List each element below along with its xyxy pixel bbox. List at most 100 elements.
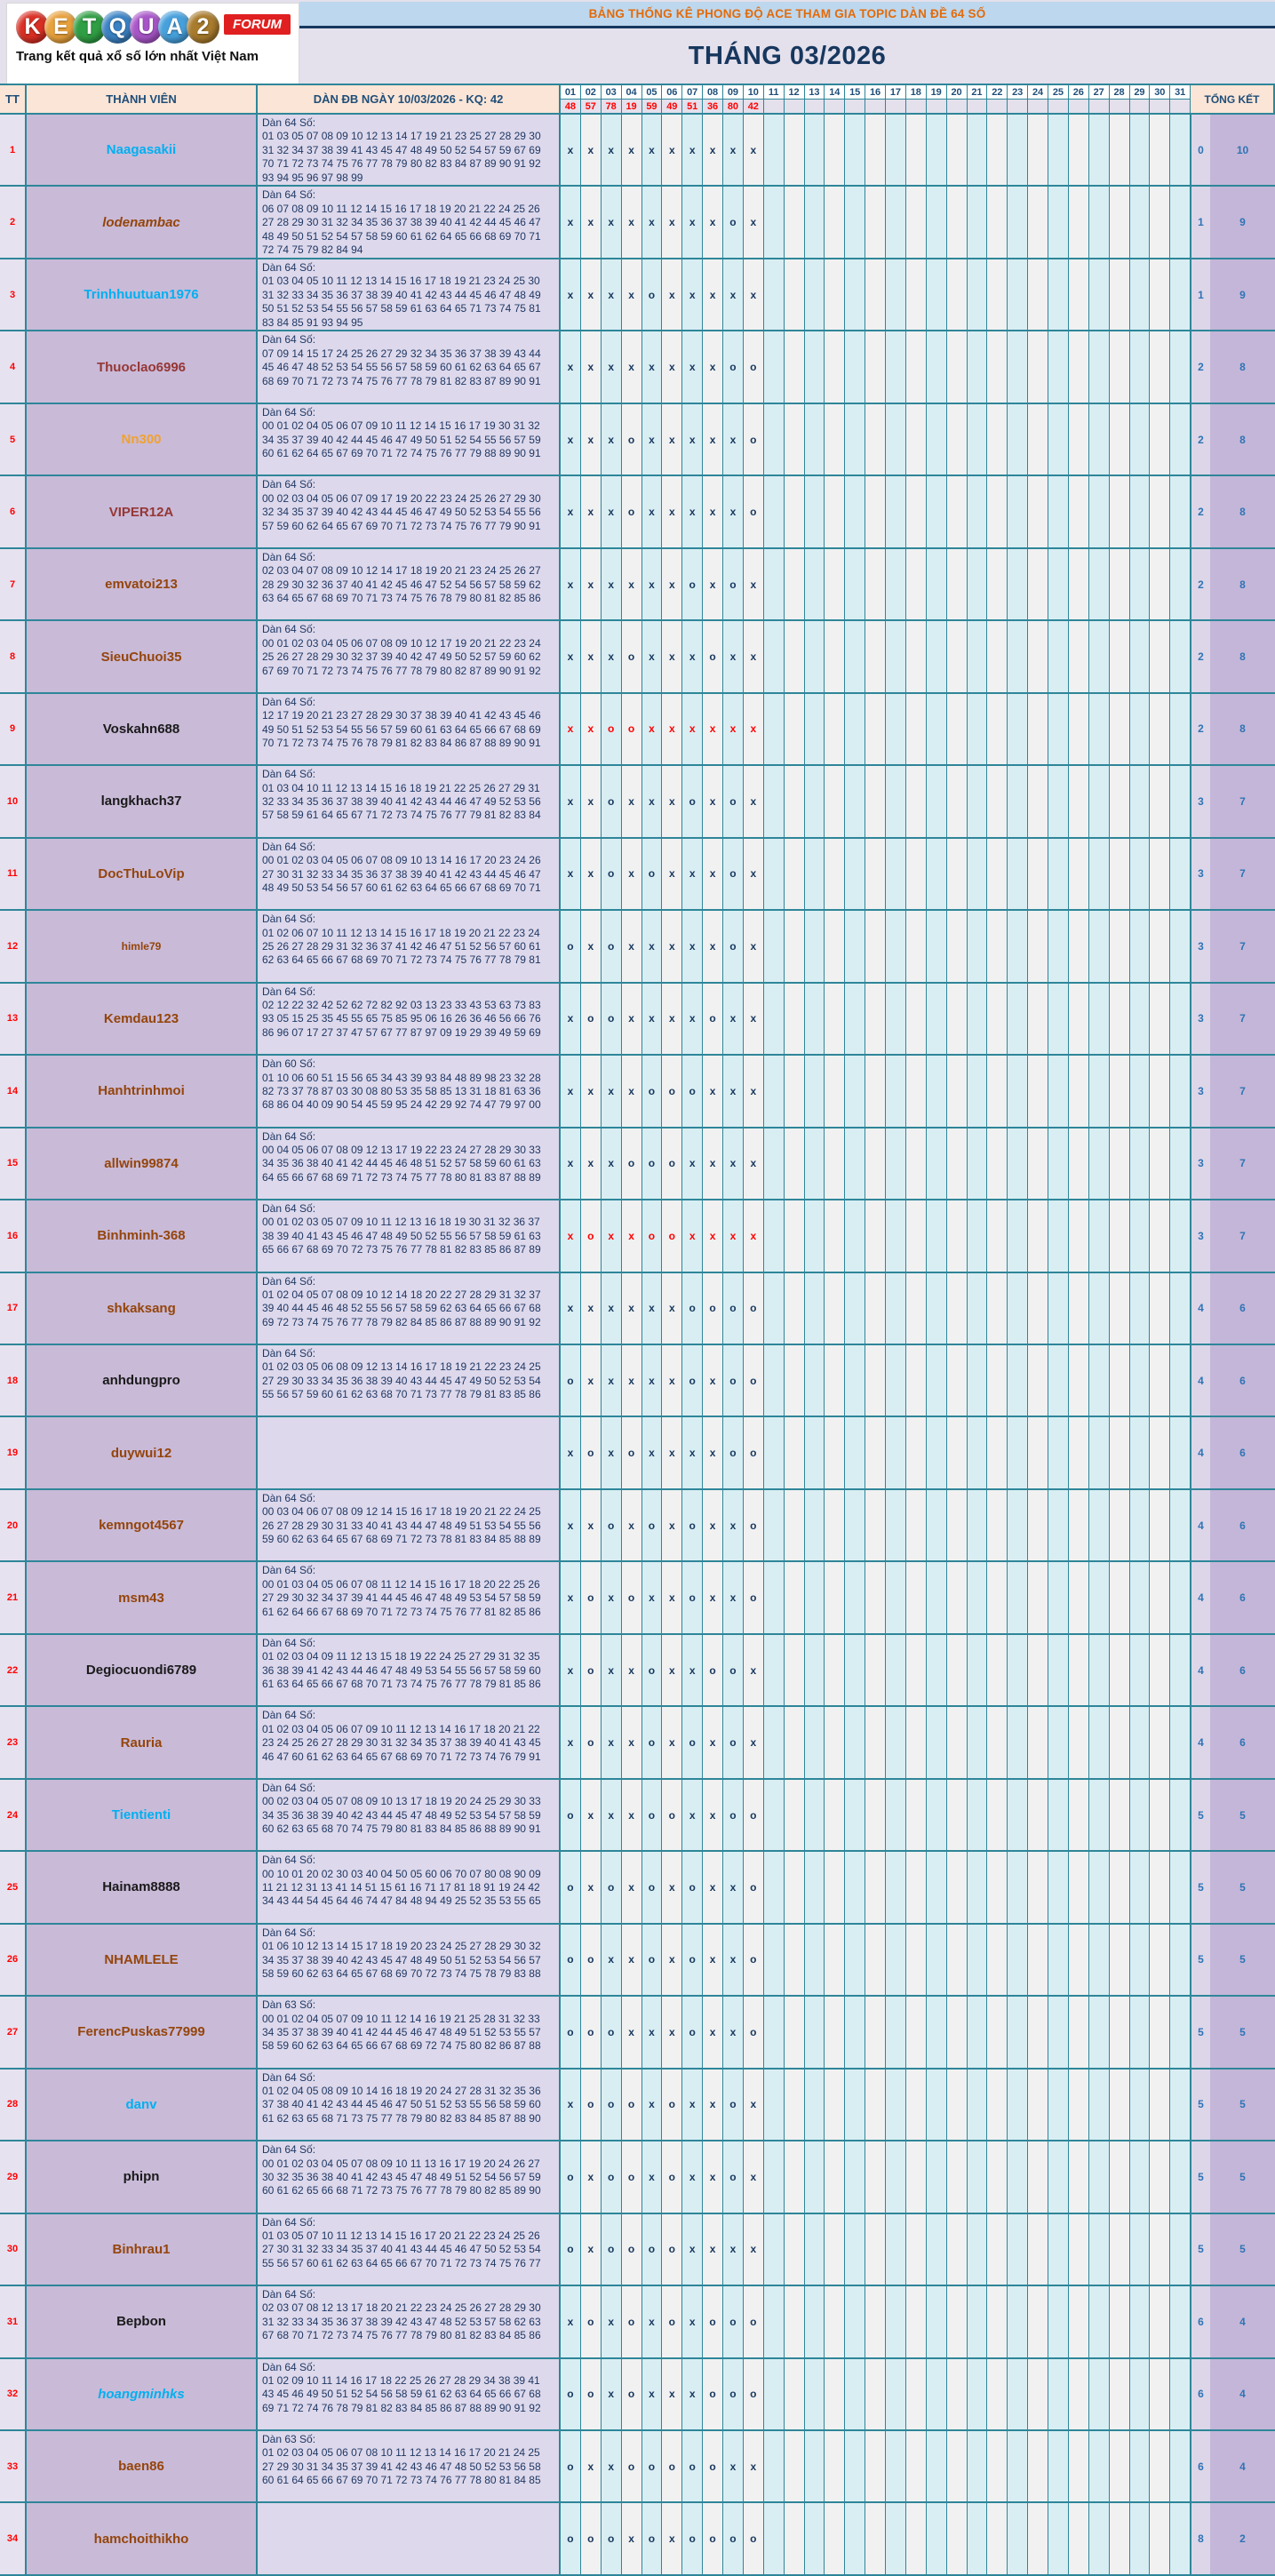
member-name[interactable]: baen86: [27, 2431, 258, 2502]
month-title-strip: THÁNG 03/2026: [299, 28, 1275, 84]
table-row: 6 VIPER12A Dàn 64 Số: 00 02 03 04 05 06 07…: [0, 476, 1275, 549]
hit-mark: x: [641, 2141, 663, 2213]
day-result: [865, 100, 885, 113]
day-result: [1088, 100, 1109, 113]
empty-day-cell: [967, 1707, 988, 1778]
empty-day-cell: [784, 548, 805, 620]
empty-day-cell: [946, 2503, 968, 2574]
member-name[interactable]: himle79: [27, 911, 258, 982]
empty-day-cell: [825, 1997, 846, 2068]
empty-day-cell: [1129, 187, 1151, 258]
empty-day-cell: [845, 2358, 866, 2429]
empty-day-cell: [804, 1344, 825, 1416]
empty-day-cell: [987, 1489, 1008, 1561]
total-win: 5: [1210, 1779, 1275, 1851]
empty-day-cell: [987, 1707, 1008, 1778]
empty-day-cell: [1109, 2358, 1130, 2429]
miss-mark: o: [723, 2141, 744, 2213]
empty-day-cell: [967, 2503, 988, 2574]
empty-day-cell: [1028, 331, 1048, 403]
row-number: 6: [0, 476, 27, 547]
empty-day-cell: [926, 1417, 947, 1488]
member-name[interactable]: emvatoi213: [27, 548, 258, 620]
day-number: 27: [1088, 85, 1109, 100]
dan-numbers: Dàn 64 Số: 00 01 02 03 04 05 06 07 08 09…: [258, 838, 561, 910]
member-name[interactable]: kemngot4567: [27, 1489, 258, 1561]
member-name[interactable]: Degiocuondi6789: [27, 1634, 258, 1706]
empty-day-cell: [1170, 1489, 1191, 1561]
logo-ball: U: [130, 11, 163, 44]
total-win: 9: [1210, 259, 1275, 331]
member-name[interactable]: shkaksang: [27, 1272, 258, 1344]
member-name[interactable]: lodenambac: [27, 187, 258, 258]
hit-mark: x: [580, 187, 602, 258]
member-name[interactable]: hamchoithikho: [27, 2503, 258, 2574]
member-name[interactable]: Binhminh-368: [27, 1200, 258, 1272]
miss-mark: o: [682, 1344, 704, 1416]
day-result: [784, 100, 804, 113]
member-name[interactable]: Hanhtrinhmoi: [27, 1056, 258, 1127]
empty-day-cell: [865, 1128, 886, 1200]
empty-day-cell: [1088, 187, 1110, 258]
member-name[interactable]: VIPER12A: [27, 476, 258, 547]
empty-day-cell: [1129, 983, 1151, 1055]
member-name[interactable]: Bepbon: [27, 2286, 258, 2357]
hit-mark: x: [723, 621, 744, 692]
member-name[interactable]: anhdungpro: [27, 1344, 258, 1416]
member-name[interactable]: SieuChuoi35: [27, 621, 258, 692]
member-name[interactable]: Naagasakii: [27, 115, 258, 186]
member-name[interactable]: hoangminhks: [27, 2358, 258, 2429]
empty-day-cell: [784, 1779, 805, 1851]
hit-mark: x: [580, 838, 602, 910]
row-number: 3: [0, 259, 27, 331]
empty-day-cell: [1028, 1997, 1048, 2068]
member-name[interactable]: Hainam8888: [27, 1852, 258, 1923]
hit-mark: x: [743, 1128, 764, 1200]
empty-day-cell: [967, 1997, 988, 2068]
empty-day-cell: [1088, 766, 1110, 837]
hit-mark: x: [641, 1562, 663, 1633]
empty-day-cell: [1088, 1997, 1110, 2068]
empty-day-cell: [905, 1852, 927, 1923]
member-name[interactable]: msm43: [27, 1562, 258, 1633]
member-name[interactable]: Rauria: [27, 1707, 258, 1778]
empty-day-cell: [1068, 548, 1089, 620]
member-name[interactable]: phipn: [27, 2141, 258, 2213]
empty-day-cell: [1129, 331, 1151, 403]
hit-mark: x: [601, 621, 622, 692]
member-name[interactable]: Trinhhuutuan1976: [27, 259, 258, 331]
member-name[interactable]: FerencPuskas77999: [27, 1997, 258, 2068]
member-name[interactable]: DocThuLoVip: [27, 838, 258, 910]
empty-day-cell: [845, 1924, 866, 1996]
empty-day-cell: [1068, 2358, 1089, 2429]
empty-day-cell: [1109, 1562, 1130, 1633]
member-name[interactable]: Nn300: [27, 403, 258, 475]
empty-day-cell: [804, 2358, 825, 2429]
member-name[interactable]: Voskahn688: [27, 693, 258, 765]
member-name[interactable]: Thuoclao6996: [27, 331, 258, 403]
member-name[interactable]: langkhach37: [27, 766, 258, 837]
member-name[interactable]: Kemdau123: [27, 983, 258, 1055]
hit-mark: x: [621, 983, 642, 1055]
day-result: [946, 100, 967, 113]
member-name[interactable]: allwin99874: [27, 1128, 258, 1200]
empty-day-cell: [1150, 115, 1171, 186]
miss-mark: o: [601, 911, 622, 982]
day-column-header: 21: [967, 85, 988, 113]
member-name[interactable]: Binhrau1: [27, 2213, 258, 2285]
member-name[interactable]: danv: [27, 2069, 258, 2141]
empty-day-cell: [1150, 2358, 1171, 2429]
empty-day-cell: [987, 1344, 1008, 1416]
empty-day-cell: [825, 766, 846, 837]
empty-day-cell: [865, 983, 886, 1055]
day-number: 12: [784, 85, 804, 100]
hit-mark: x: [703, 1562, 723, 1633]
day-result: [825, 100, 845, 113]
dan-numbers: Dàn 64 Số: 00 10 01 20 02 30 03 40 04 50…: [258, 1852, 561, 1923]
member-name[interactable]: duywui12: [27, 1417, 258, 1488]
miss-mark: o: [580, 1562, 602, 1633]
member-name[interactable]: NHAMLELE: [27, 1924, 258, 1996]
member-name[interactable]: Tientienti: [27, 1779, 258, 1851]
hit-mark: x: [621, 1924, 642, 1996]
